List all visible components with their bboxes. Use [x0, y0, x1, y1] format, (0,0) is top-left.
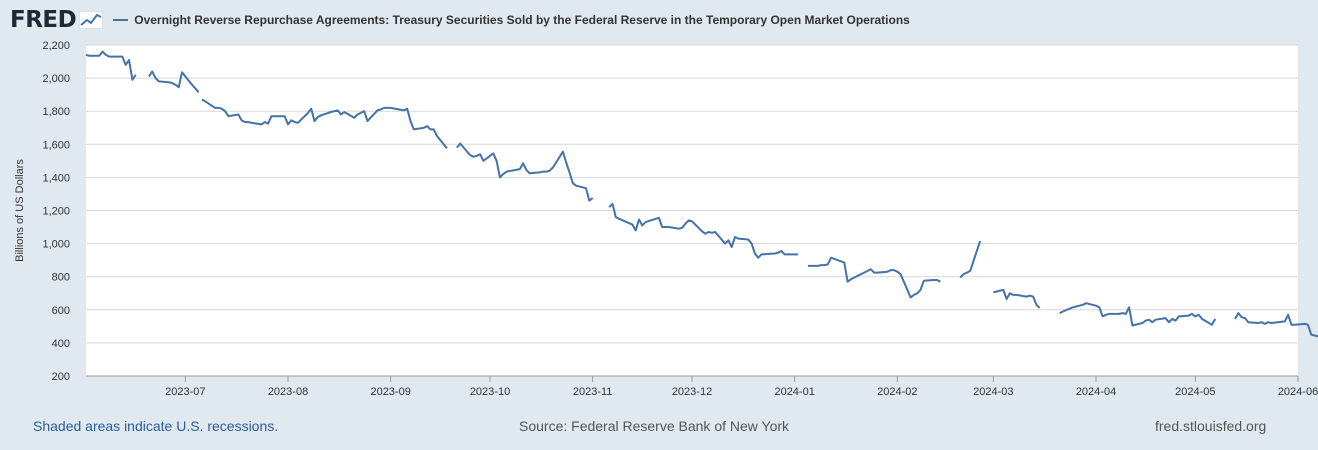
x-tick-label: 2023-12 — [672, 386, 712, 398]
x-tick-label: 2024-02 — [877, 386, 917, 398]
site-link[interactable]: fred.stlouisfed.org — [1155, 418, 1267, 434]
x-tick-label: 2024-03 — [973, 386, 1013, 398]
y-tick-label: 200 — [52, 371, 70, 383]
x-tick-label: 2024-06 — [1278, 386, 1318, 398]
recession-note-link[interactable]: Shaded areas indicate U.S. recessions. — [33, 418, 279, 434]
graph-logo-icon — [79, 11, 104, 29]
series-line-segment — [456, 142, 594, 202]
series-line-segment — [201, 98, 448, 150]
series-line-segment — [993, 288, 1041, 309]
x-tick-label: 2023-11 — [573, 386, 613, 398]
y-tick-label: 800 — [52, 272, 70, 284]
x-tick-label: 2024-01 — [774, 386, 814, 398]
y-axis-label: Billions of US Dollars — [14, 159, 26, 262]
y-tick-label: 1,000 — [42, 239, 70, 251]
chart-header: FRED Overnight Reverse Repurchase Agreem… — [10, 6, 910, 34]
legend-line-swatch — [113, 19, 129, 21]
series-line-segment — [85, 50, 137, 81]
y-tick-label: 1,200 — [42, 206, 70, 218]
series-line-segment — [1234, 312, 1318, 338]
chart-title[interactable]: Overnight Reverse Repurchase Agreements:… — [134, 13, 910, 27]
y-tick-label: 1,400 — [42, 172, 70, 184]
x-tick-label: 2023-08 — [268, 386, 308, 398]
fred-logo[interactable]: FRED — [10, 7, 77, 33]
series-line-segment — [1059, 302, 1217, 327]
y-tick-label: 1,800 — [42, 106, 70, 118]
series-line-segment — [959, 240, 982, 279]
series-line-segment — [148, 70, 200, 93]
y-tick-label: 400 — [52, 338, 70, 350]
x-tick-label: 2024-05 — [1175, 386, 1215, 398]
x-tick-label: 2023-07 — [165, 386, 205, 398]
x-tick-label: 2023-10 — [470, 386, 510, 398]
series-line-segment — [807, 256, 941, 299]
y-tick-label: 600 — [52, 305, 70, 317]
x-tick-label: 2024-04 — [1076, 386, 1116, 398]
y-tick-label: 1,600 — [42, 139, 70, 151]
y-tick-label: 2,000 — [42, 73, 70, 85]
y-tick-label: 2,200 — [42, 40, 70, 52]
source-text: Source: Federal Reserve Bank of New York — [519, 418, 790, 434]
x-tick-label: 2023-09 — [370, 386, 410, 398]
series-line-segment — [608, 202, 798, 259]
